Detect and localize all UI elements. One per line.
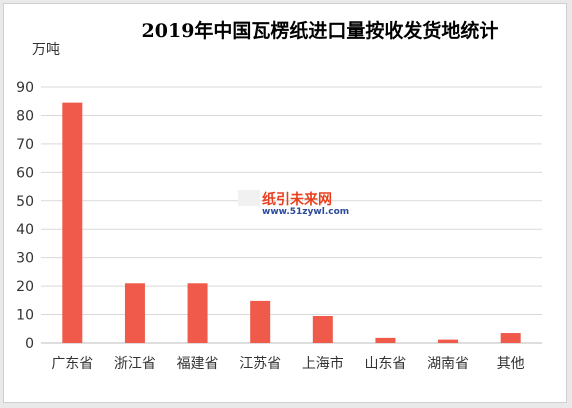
x-category-label: 上海市 (302, 355, 344, 372)
y-tick-label: 10 (16, 308, 34, 324)
y-tick-label: 50 (16, 194, 34, 210)
chart-title: 2019年中国瓦楞纸进口量按收发货地统计 (142, 19, 499, 42)
y-tick-label: 80 (16, 108, 34, 124)
bar (438, 339, 459, 343)
x-category-label: 湖南省 (427, 356, 469, 372)
bar (62, 102, 83, 344)
x-category-label: 广东省 (51, 356, 93, 372)
watermark-logo: 纸引未来网 www.51zywl.com (238, 190, 349, 217)
x-category-label: 江苏省 (239, 356, 281, 372)
y-tick-label: 20 (16, 279, 34, 295)
y-tick-label: 0 (25, 336, 34, 352)
bar (124, 283, 145, 343)
y-tick-label: 60 (16, 165, 34, 181)
bar (500, 333, 521, 343)
y-tick-label: 70 (16, 137, 34, 153)
y-axis-ticks: 0 10 20 30 40 50 60 70 80 90 (16, 80, 34, 352)
bar (312, 315, 333, 343)
bars (62, 102, 521, 344)
bar (375, 337, 396, 343)
gridlines (41, 86, 542, 344)
y-tick-label: 30 (16, 251, 34, 267)
x-axis-categories: 广东省 浙江省 福建省 江苏省 上海市 山东省 湖南省 其他 (51, 355, 524, 372)
watermark-logo-icon (238, 190, 260, 206)
x-category-label: 山东省 (364, 356, 406, 372)
y-tick-label: 40 (16, 222, 34, 238)
bar (187, 283, 208, 343)
bar (250, 300, 271, 343)
x-category-label: 福建省 (177, 356, 219, 372)
watermark-brand: 纸引未来网 (262, 191, 332, 208)
chart-frame (3, 3, 567, 403)
y-axis-unit: 万吨 (32, 42, 60, 58)
watermark-url: www.51zywl.com (262, 207, 349, 217)
x-category-label: 浙江省 (114, 356, 156, 372)
x-category-label: 其他 (497, 356, 525, 372)
y-tick-label: 90 (16, 80, 34, 96)
